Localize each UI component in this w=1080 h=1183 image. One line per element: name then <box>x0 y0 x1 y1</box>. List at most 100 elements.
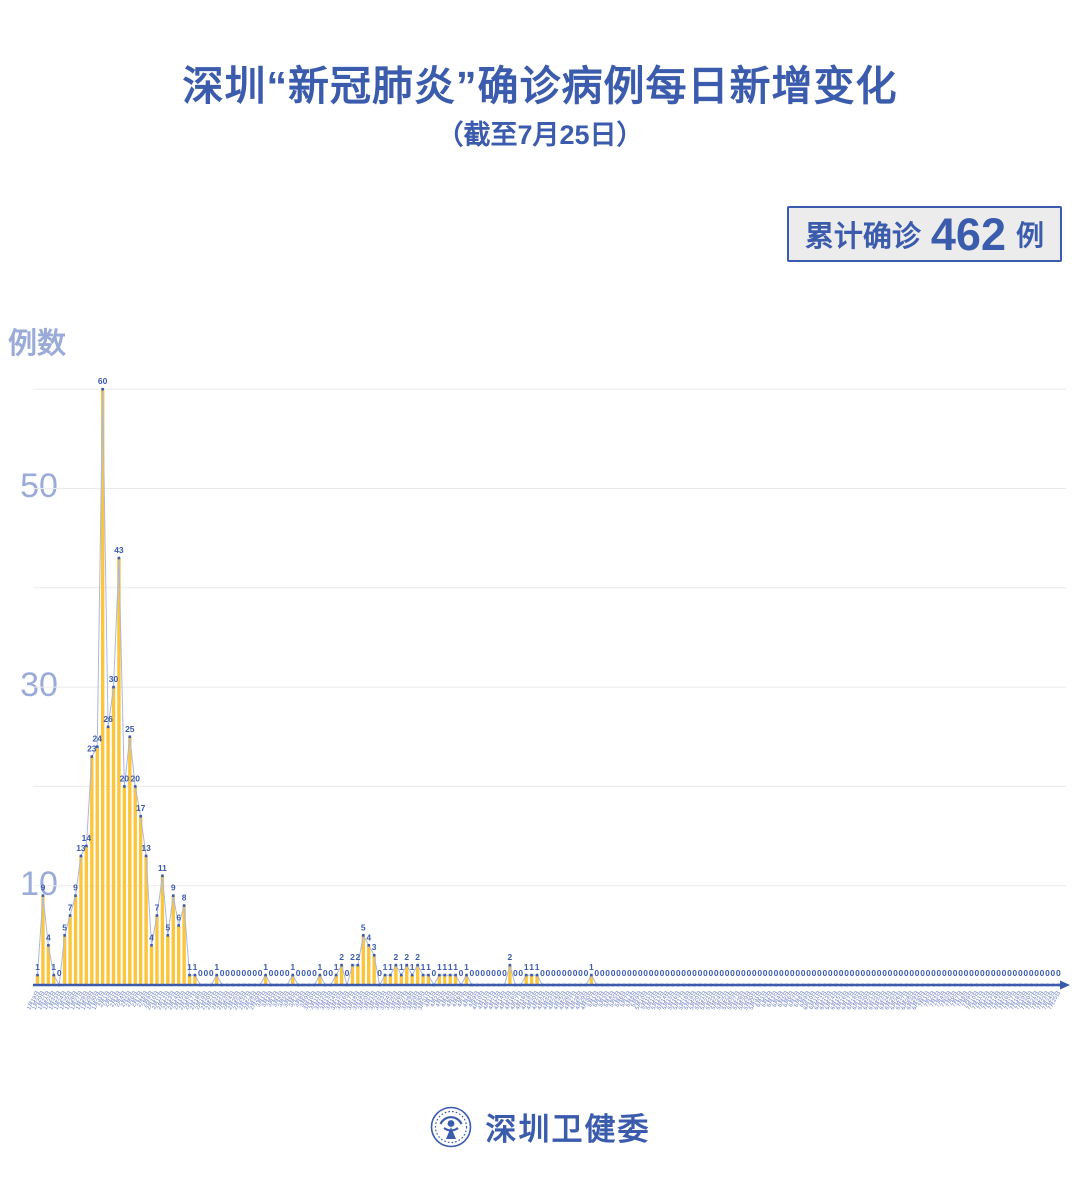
svg-text:0: 0 <box>909 968 914 978</box>
svg-text:0: 0 <box>236 968 241 978</box>
svg-text:0: 0 <box>752 968 757 978</box>
svg-text:0: 0 <box>980 968 985 978</box>
y-tick-10: 10 <box>20 865 58 903</box>
svg-text:11: 11 <box>158 863 167 873</box>
svg-text:0: 0 <box>790 968 795 978</box>
svg-text:2: 2 <box>404 952 409 962</box>
y-tick-30: 30 <box>20 666 58 704</box>
svg-text:0: 0 <box>877 968 882 978</box>
svg-text:1: 1 <box>448 962 453 972</box>
svg-text:0: 0 <box>763 968 768 978</box>
svg-text:0: 0 <box>1013 968 1018 978</box>
svg-text:0: 0 <box>475 968 480 978</box>
svg-text:9: 9 <box>41 883 46 893</box>
svg-text:1: 1 <box>193 962 198 972</box>
svg-text:0: 0 <box>714 968 719 978</box>
svg-text:0: 0 <box>611 968 616 978</box>
svg-text:60: 60 <box>98 376 108 386</box>
svg-text:0: 0 <box>692 968 697 978</box>
svg-text:4: 4 <box>46 932 51 942</box>
badge-label: 累计确诊 <box>804 221 921 253</box>
svg-text:0: 0 <box>220 968 225 978</box>
svg-text:0: 0 <box>594 968 599 978</box>
svg-text:0: 0 <box>1034 968 1039 978</box>
svg-text:0: 0 <box>822 968 827 978</box>
svg-text:0: 0 <box>937 968 942 978</box>
svg-text:0: 0 <box>345 968 350 978</box>
svg-text:0: 0 <box>578 968 583 978</box>
svg-text:43: 43 <box>114 545 124 555</box>
badge-value: 462 <box>930 208 1006 260</box>
svg-text:0: 0 <box>665 968 670 978</box>
svg-text:2: 2 <box>339 952 344 962</box>
svg-text:0: 0 <box>1018 968 1023 978</box>
svg-text:0: 0 <box>768 968 773 978</box>
svg-text:0: 0 <box>904 968 909 978</box>
svg-text:7: 7 <box>68 902 73 912</box>
svg-text:1: 1 <box>524 962 529 972</box>
svg-text:1: 1 <box>437 962 442 972</box>
svg-text:0: 0 <box>1056 968 1061 978</box>
badge-unit: 例 <box>1015 220 1044 251</box>
svg-text:0: 0 <box>1007 968 1012 978</box>
svg-text:0: 0 <box>1051 968 1056 978</box>
svg-text:8: 8 <box>182 893 187 903</box>
svg-text:0: 0 <box>888 968 893 978</box>
svg-text:5: 5 <box>165 922 170 932</box>
svg-text:0: 0 <box>839 968 844 978</box>
svg-text:1: 1 <box>399 962 404 972</box>
svg-text:5: 5 <box>361 922 366 932</box>
svg-text:2: 2 <box>350 952 355 962</box>
svg-text:26: 26 <box>103 714 113 724</box>
svg-text:1: 1 <box>453 962 458 972</box>
svg-text:2: 2 <box>394 952 399 962</box>
svg-text:2: 2 <box>508 952 513 962</box>
footer-org-name: 深圳卫健委 <box>485 1112 651 1147</box>
svg-text:0: 0 <box>491 968 496 978</box>
svg-text:0: 0 <box>812 968 817 978</box>
svg-text:1: 1 <box>589 962 594 972</box>
svg-text:0: 0 <box>958 968 963 978</box>
svg-text:0: 0 <box>225 968 230 978</box>
svg-text:0: 0 <box>969 968 974 978</box>
svg-text:0: 0 <box>209 968 214 978</box>
svg-text:0: 0 <box>459 968 464 978</box>
svg-text:0: 0 <box>269 968 274 978</box>
svg-text:0: 0 <box>540 968 545 978</box>
svg-text:0: 0 <box>328 968 333 978</box>
svg-text:0: 0 <box>774 968 779 978</box>
svg-text:0: 0 <box>562 968 567 978</box>
svg-text:0: 0 <box>247 968 252 978</box>
svg-text:0: 0 <box>964 968 969 978</box>
svg-text:0: 0 <box>616 968 621 978</box>
svg-text:0: 0 <box>1002 968 1007 978</box>
svg-text:0: 0 <box>502 968 507 978</box>
svg-text:0: 0 <box>975 968 980 978</box>
svg-text:0: 0 <box>198 968 203 978</box>
svg-text:0: 0 <box>627 968 632 978</box>
svg-text:0: 0 <box>638 968 643 978</box>
svg-text:1: 1 <box>442 962 447 972</box>
svg-text:0: 0 <box>323 968 328 978</box>
svg-text:6: 6 <box>176 912 181 922</box>
svg-text:30: 30 <box>109 674 119 684</box>
svg-text:1: 1 <box>214 962 219 972</box>
svg-text:0: 0 <box>1029 968 1034 978</box>
svg-text:0: 0 <box>687 968 692 978</box>
svg-text:1: 1 <box>263 962 268 972</box>
svg-text:0: 0 <box>241 968 246 978</box>
svg-text:0: 0 <box>432 968 437 978</box>
svg-text:0: 0 <box>817 968 822 978</box>
svg-text:0: 0 <box>660 968 665 978</box>
svg-text:0: 0 <box>497 968 502 978</box>
svg-text:0: 0 <box>556 968 561 978</box>
svg-text:2: 2 <box>356 952 361 962</box>
svg-text:1: 1 <box>187 962 192 972</box>
svg-text:1: 1 <box>317 962 322 972</box>
svg-text:20: 20 <box>120 773 130 783</box>
svg-text:0: 0 <box>486 968 491 978</box>
svg-text:9: 9 <box>171 883 176 893</box>
svg-text:0: 0 <box>860 968 865 978</box>
svg-text:0: 0 <box>736 968 741 978</box>
